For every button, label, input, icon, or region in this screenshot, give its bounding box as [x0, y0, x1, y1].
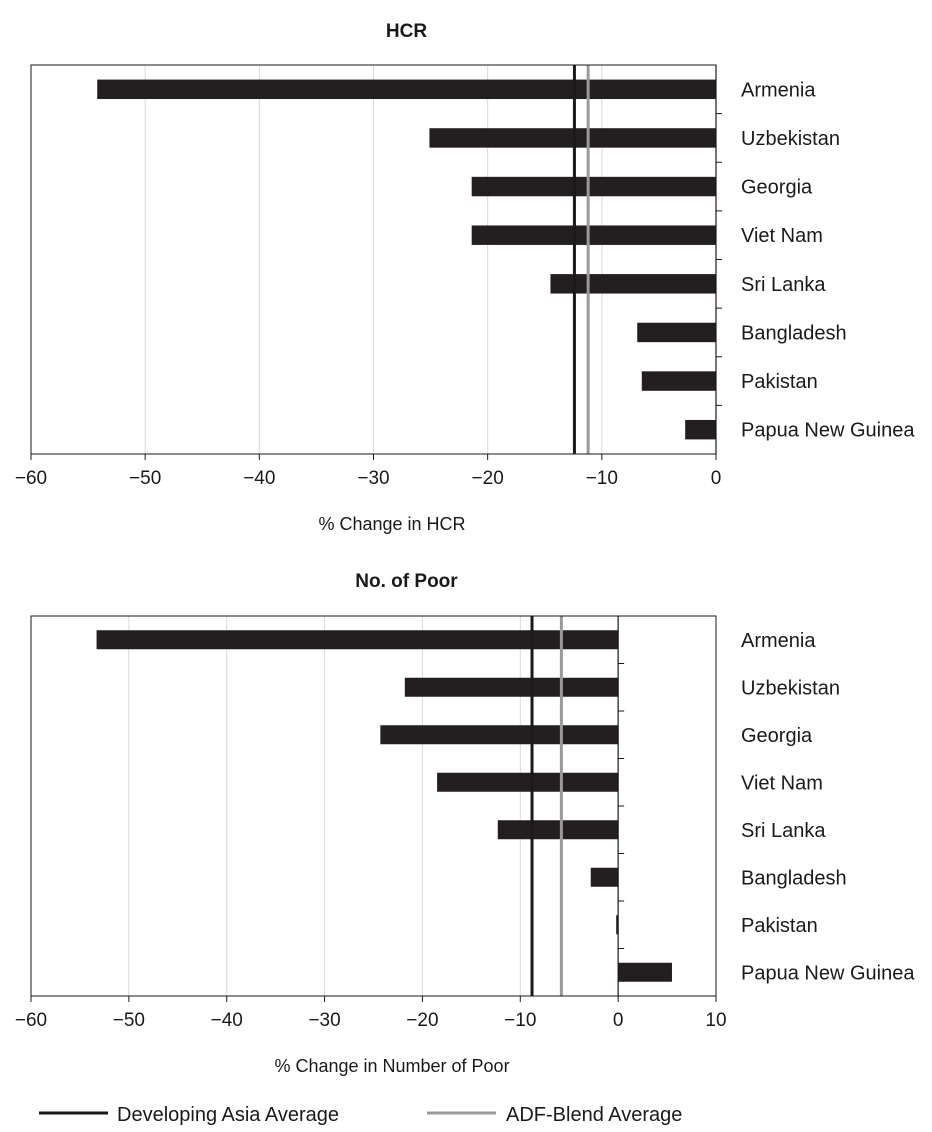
bar-sri-lanka	[497, 820, 619, 840]
number-of-poor-chart: No. of Poor −60 −50 −40 −30 −20 −10 0 10 Armenia U…	[15, 571, 915, 1076]
bar-armenia	[96, 630, 619, 650]
x-tick-label: −30	[308, 1010, 340, 1031]
bar-pakistan	[616, 915, 619, 935]
legend-label: ADF-Blend Average	[506, 1104, 682, 1126]
bar-georgia	[380, 725, 619, 745]
x-tick-label: −40	[211, 1010, 243, 1031]
x-tick-label: 0	[613, 1010, 624, 1031]
category-label: Georgia	[741, 177, 813, 199]
chart-title: No. of Poor	[355, 571, 458, 592]
category-label: Bangladesh	[741, 322, 847, 344]
bar-bangladesh	[590, 867, 619, 887]
bar-uzbekistan	[429, 128, 716, 148]
x-tick-label: −40	[243, 468, 275, 489]
legend: Developing Asia Average ADF-Blend Average	[39, 1104, 682, 1126]
x-axis-label: % Change in Number of Poor	[274, 1056, 509, 1076]
bar-papua-new-guinea	[685, 419, 716, 440]
category-label: Armenia	[741, 630, 816, 652]
category-label: Bangladesh	[741, 867, 847, 889]
bar-georgia	[471, 176, 716, 197]
plot-frame	[30, 615, 717, 997]
category-label: Pakistan	[741, 371, 818, 393]
category-label: Uzbekistan	[741, 128, 840, 150]
x-tick-label: −10	[504, 1010, 536, 1031]
x-tick-label: −10	[586, 468, 618, 489]
chart-title: HCR	[386, 21, 427, 42]
bar-sri-lanka	[550, 274, 716, 294]
legend-label: Developing Asia Average	[117, 1104, 339, 1126]
x-tick-label: 0	[711, 468, 722, 489]
x-tick-label: −30	[357, 468, 389, 489]
x-tick-label: −50	[113, 1010, 145, 1031]
category-label: Viet Nam	[741, 225, 823, 247]
bar-viet-nam	[437, 772, 619, 792]
hcr-chart: HCR −60 −50 −40 −30 −20 −10 0 Armenia Uzbekistan G…	[15, 21, 915, 534]
category-label: Sri Lanka	[741, 274, 826, 296]
bar-armenia	[97, 79, 716, 100]
category-label: Papua New Guinea	[741, 962, 915, 984]
x-tick-label: −60	[15, 468, 47, 489]
category-label: Georgia	[741, 725, 813, 747]
bar-papua-new-guinea	[618, 962, 672, 982]
category-label: Viet Nam	[741, 772, 823, 794]
category-label: Pakistan	[741, 915, 818, 937]
category-label: Uzbekistan	[741, 677, 840, 699]
x-tick-label: −50	[129, 468, 161, 489]
bar-bangladesh	[637, 322, 716, 343]
x-tick-label: −20	[406, 1010, 438, 1031]
category-label: Papua New Guinea	[741, 420, 915, 442]
x-tick-label: −20	[472, 468, 504, 489]
bar-uzbekistan	[404, 677, 619, 697]
bar-pakistan	[641, 371, 716, 391]
category-label: Armenia	[741, 79, 816, 101]
bar-viet-nam	[471, 225, 716, 245]
category-label: Sri Lanka	[741, 820, 826, 842]
x-tick-label: 10	[705, 1010, 726, 1031]
x-tick-label: −60	[15, 1010, 47, 1031]
x-axis-label: % Change in HCR	[318, 514, 465, 534]
